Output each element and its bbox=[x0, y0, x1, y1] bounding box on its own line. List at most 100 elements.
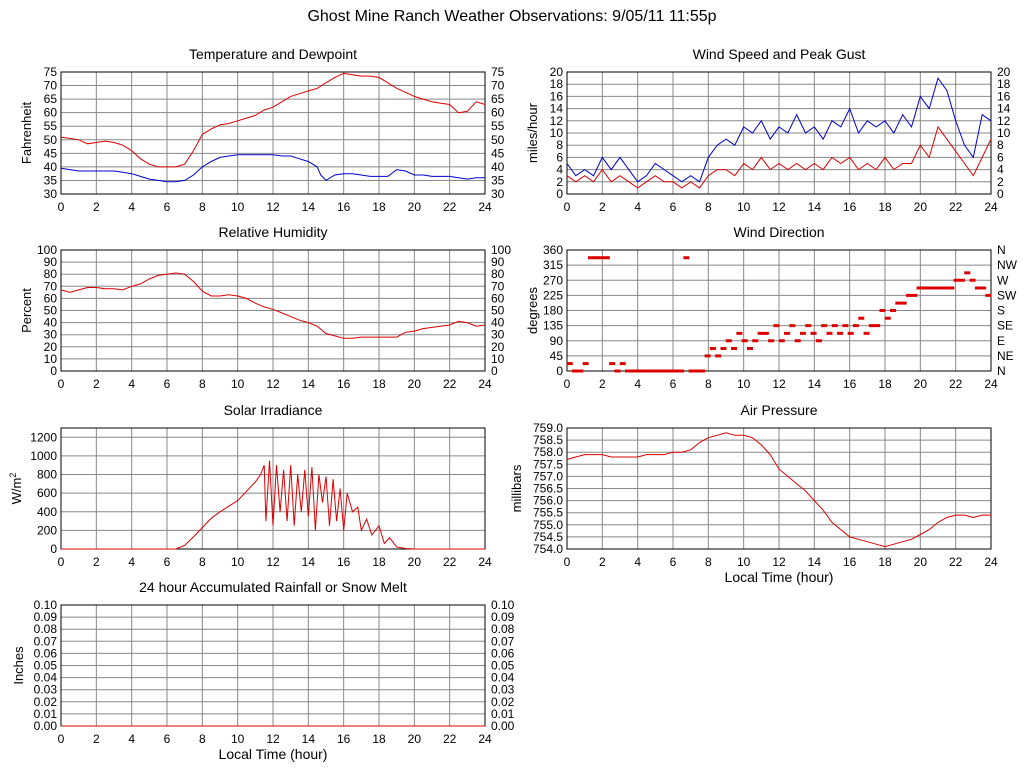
x-tick-label: 10 bbox=[231, 732, 245, 746]
y-tick-label: 30 bbox=[44, 328, 58, 342]
direction-point bbox=[577, 369, 584, 373]
y-tick-label: 18 bbox=[550, 77, 564, 91]
y-tick-label: 10 bbox=[550, 126, 564, 140]
y-axis-label: Fahrenheit bbox=[19, 102, 34, 165]
y-tick-label: 755.0 bbox=[533, 518, 563, 532]
x-tick-label: 12 bbox=[772, 555, 786, 569]
y-axis-label-superscript: 2 bbox=[8, 473, 18, 478]
direction-point bbox=[868, 324, 875, 328]
y-tick-label: 600 bbox=[37, 486, 57, 500]
y-tick-label-right: 30 bbox=[491, 187, 505, 201]
y-tick-label: 20 bbox=[44, 340, 58, 354]
x-tick-label: 24 bbox=[984, 555, 998, 569]
direction-point bbox=[794, 339, 801, 343]
x-tick-label: 2 bbox=[599, 200, 606, 214]
direction-point bbox=[773, 324, 780, 328]
x-tick-label: 16 bbox=[337, 200, 351, 214]
y-tick-label-right: 80 bbox=[491, 267, 505, 281]
x-tick-label: 10 bbox=[231, 377, 245, 391]
direction-point bbox=[921, 286, 928, 290]
compass-label: N bbox=[997, 364, 1006, 378]
x-tick-label: 20 bbox=[914, 200, 928, 214]
y-tick-label-right: 12 bbox=[997, 114, 1011, 128]
x-tick-label: 20 bbox=[408, 377, 422, 391]
y-tick-label: 270 bbox=[543, 273, 563, 287]
direction-point bbox=[646, 369, 653, 373]
y-tick-label-right: 75 bbox=[491, 65, 505, 79]
x-tick-label: 12 bbox=[266, 555, 280, 569]
x-tick-label: 12 bbox=[266, 732, 280, 746]
y-tick-label: 50 bbox=[44, 304, 58, 318]
direction-point bbox=[678, 369, 685, 373]
y-tick-label-right: 10 bbox=[997, 126, 1011, 140]
y-tick-label: 754.5 bbox=[533, 530, 563, 544]
y-tick-label: 180 bbox=[543, 304, 563, 318]
y-tick-label-right: 100 bbox=[491, 243, 511, 257]
direction-point bbox=[943, 286, 950, 290]
x-tick-label: 16 bbox=[843, 555, 857, 569]
x-tick-label: 2 bbox=[93, 200, 100, 214]
direction-point bbox=[964, 271, 971, 275]
x-tick-label: 22 bbox=[443, 732, 457, 746]
x-tick-label: 16 bbox=[843, 377, 857, 391]
y-tick-label-right: 6 bbox=[997, 150, 1004, 164]
direction-point bbox=[778, 339, 785, 343]
x-tick-label: 20 bbox=[914, 555, 928, 569]
x-tick-label: 22 bbox=[949, 377, 963, 391]
y-tick-label-right: 0.02 bbox=[491, 695, 515, 709]
direction-point bbox=[821, 324, 828, 328]
direction-point bbox=[635, 369, 642, 373]
x-tick-label: 6 bbox=[164, 732, 171, 746]
y-tick-label: 756.0 bbox=[533, 494, 563, 508]
x-tick-label: 10 bbox=[737, 377, 751, 391]
direction-point bbox=[958, 278, 965, 282]
direction-point bbox=[842, 324, 849, 328]
y-tick-label-right: 40 bbox=[491, 160, 505, 174]
y-tick-label: 45 bbox=[550, 349, 564, 363]
y-tick-label: 60 bbox=[44, 106, 58, 120]
direction-point bbox=[651, 369, 658, 373]
direction-point bbox=[731, 346, 738, 350]
y-tick-label: 757.5 bbox=[533, 457, 563, 471]
direction-point bbox=[805, 324, 812, 328]
x-tick-label: 10 bbox=[231, 200, 245, 214]
direction-point bbox=[895, 301, 902, 305]
x-tick-label: 14 bbox=[808, 555, 822, 569]
y-tick-label-right: 35 bbox=[491, 173, 505, 187]
y-tick-label-right: 0 bbox=[491, 364, 498, 378]
direction-point bbox=[810, 331, 817, 335]
plot-frame bbox=[566, 249, 992, 372]
y-tick-label-right: 20 bbox=[491, 340, 505, 354]
y-axis-label: miles/hour bbox=[525, 102, 540, 163]
x-tick-label: 2 bbox=[599, 377, 606, 391]
y-tick-label: 50 bbox=[44, 133, 58, 147]
direction-point bbox=[736, 331, 743, 335]
y-tick-label: 135 bbox=[543, 319, 563, 333]
x-tick-label: 24 bbox=[478, 200, 492, 214]
y-tick-label: 360 bbox=[543, 243, 563, 257]
y-tick-label: 90 bbox=[44, 255, 58, 269]
direction-point bbox=[826, 331, 833, 335]
direction-point bbox=[815, 339, 822, 343]
x-tick-label: 18 bbox=[878, 377, 892, 391]
y-tick-label-right: 65 bbox=[491, 92, 505, 106]
y-tick-label-right: 10 bbox=[491, 352, 505, 366]
x-tick-label: 18 bbox=[878, 555, 892, 569]
direction-point bbox=[741, 339, 748, 343]
y-tick-label-right: 60 bbox=[491, 291, 505, 305]
y-tick-label-right: 50 bbox=[491, 133, 505, 147]
direction-point bbox=[969, 278, 976, 282]
compass-label: E bbox=[997, 334, 1005, 348]
y-tick-label: 12 bbox=[550, 114, 564, 128]
direction-point bbox=[911, 293, 918, 297]
direction-point bbox=[927, 286, 934, 290]
y-tick-label: 40 bbox=[44, 160, 58, 174]
x-tick-label: 8 bbox=[199, 377, 206, 391]
x-tick-label: 24 bbox=[478, 555, 492, 569]
direction-point bbox=[582, 362, 589, 366]
x-tick-label: 0 bbox=[564, 555, 571, 569]
y-tick-label: 758.5 bbox=[533, 433, 563, 447]
